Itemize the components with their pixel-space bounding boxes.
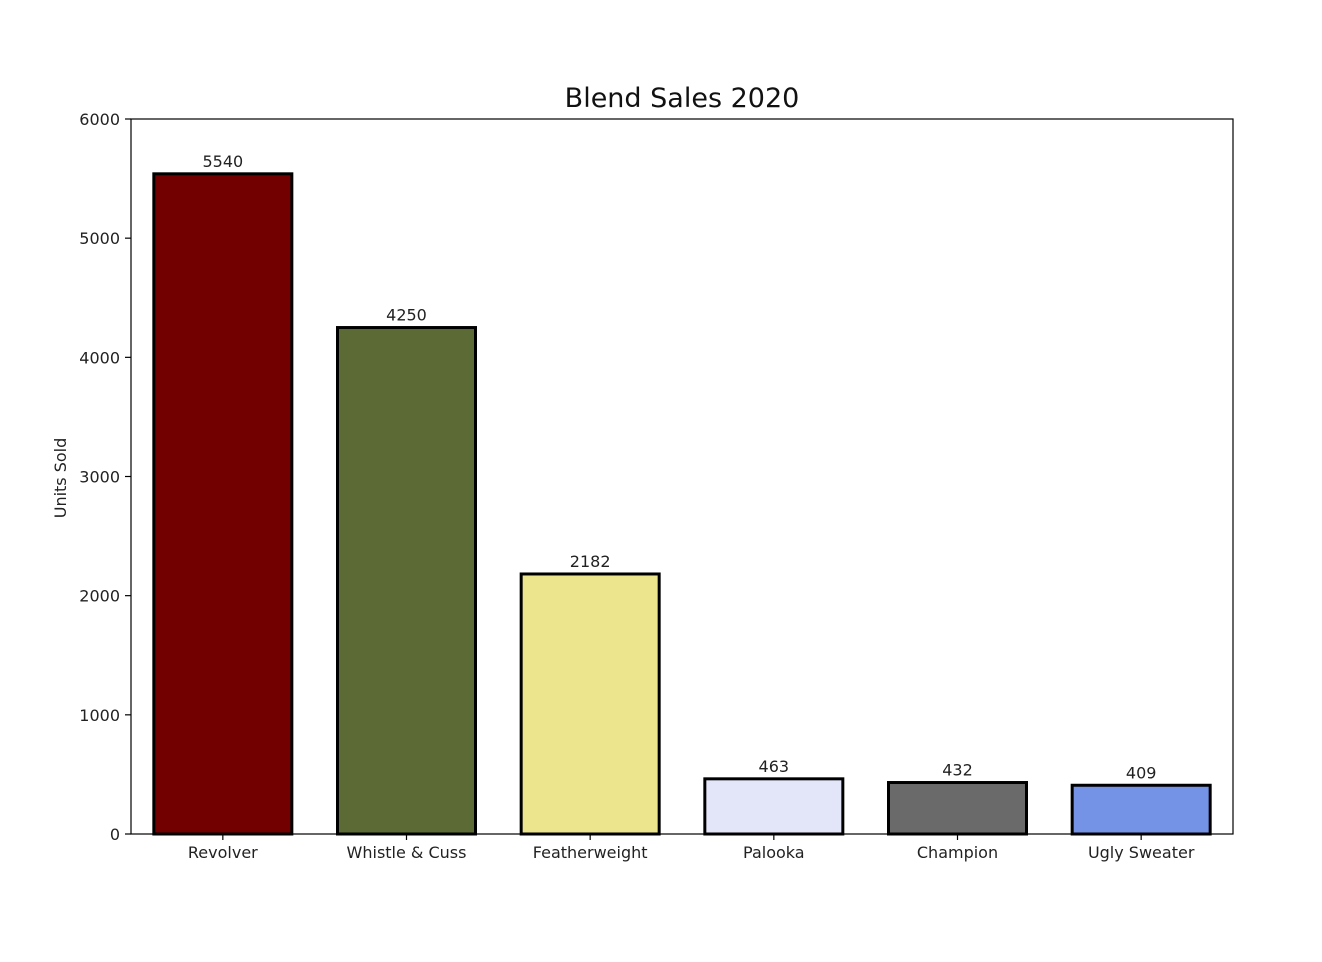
bar <box>703 777 845 836</box>
y-tick-label: 2000 <box>79 587 120 606</box>
x-tick-label: Ugly Sweater <box>1088 843 1195 862</box>
x-tick-label: Featherweight <box>533 843 648 862</box>
y-axis-label: Units Sold <box>51 438 70 519</box>
data-label: 409 <box>1126 763 1157 782</box>
x-tick-label: Revolver <box>188 843 258 862</box>
bar <box>152 172 294 836</box>
y-tick-label: 5000 <box>79 229 120 248</box>
data-label: 463 <box>759 757 790 776</box>
bar <box>336 326 477 836</box>
chart-title: Blend Sales 2020 <box>565 83 800 114</box>
bar <box>887 781 1028 836</box>
x-tick-label: Whistle & Cuss <box>347 843 467 862</box>
data-label: 2182 <box>570 552 611 571</box>
y-tick-label: 3000 <box>79 468 120 487</box>
y-tick-label: 1000 <box>79 706 120 725</box>
bar <box>1070 783 1212 836</box>
data-label: 5540 <box>202 152 243 171</box>
y-tick-label: 6000 <box>79 110 120 129</box>
plot-frame <box>130 118 1234 835</box>
bar <box>519 572 661 836</box>
data-label: 432 <box>942 761 973 780</box>
x-tick-label: Champion <box>917 843 998 862</box>
data-label: 4250 <box>386 306 427 325</box>
plot-area: 5540 Revolver 4250 Whistle & Cuss 2182 Feathe… <box>79 110 1234 862</box>
x-tick-label: Palooka <box>743 843 805 862</box>
y-tick-label: 4000 <box>79 348 120 367</box>
y-tick-label: 0 <box>110 825 120 844</box>
